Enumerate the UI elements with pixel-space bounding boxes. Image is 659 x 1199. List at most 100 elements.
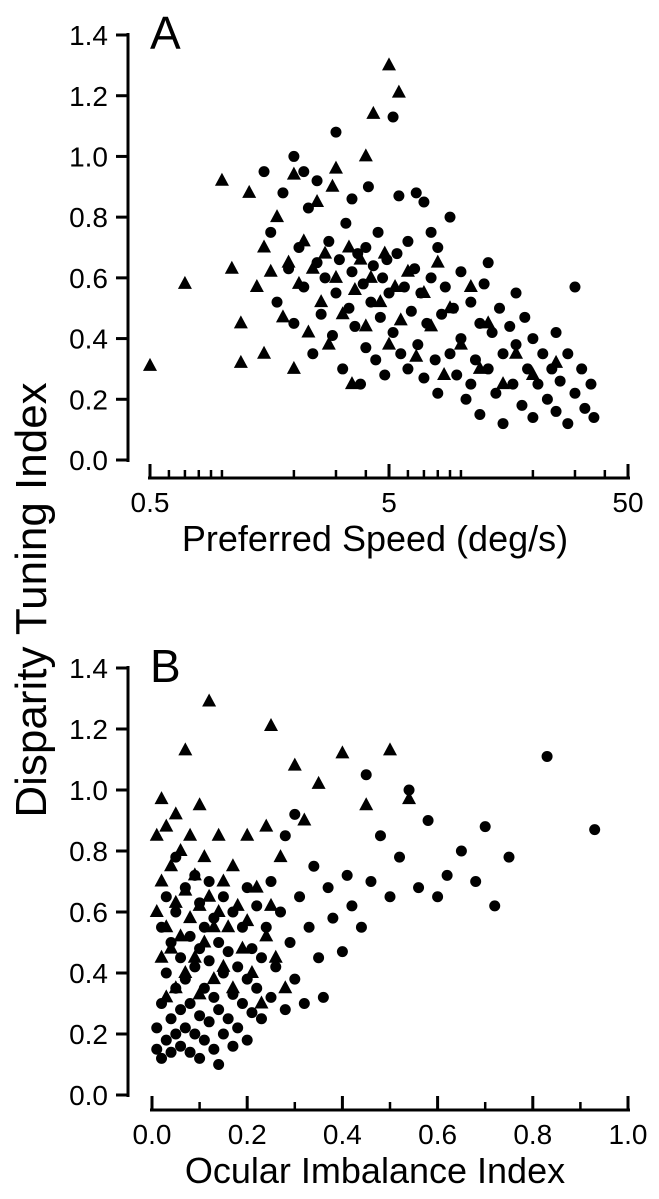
scatter-point-triangle bbox=[177, 275, 192, 289]
scatter-point-circle bbox=[319, 272, 331, 284]
scatter-point-circle bbox=[494, 302, 506, 314]
scatter-point-circle bbox=[418, 372, 430, 384]
scatter-point-circle bbox=[569, 281, 581, 293]
scatter-point-circle bbox=[579, 402, 591, 414]
scatter-point-circle bbox=[460, 393, 472, 405]
scatter-point-triangle bbox=[216, 873, 231, 887]
scatter-point-triangle bbox=[472, 360, 487, 374]
scatter-point-triangle bbox=[496, 376, 511, 390]
scatter-point-circle bbox=[355, 921, 367, 933]
scatter-point-triangle bbox=[244, 965, 259, 978]
scatter-point-circle bbox=[326, 330, 338, 342]
scatter-point-circle bbox=[532, 378, 544, 390]
scatter-point-circle bbox=[279, 830, 291, 842]
scatter-point-triangle bbox=[197, 934, 212, 948]
scatter-point-circle bbox=[588, 412, 600, 423]
scatter-point-circle bbox=[170, 1028, 182, 1040]
scatter-point-triangle bbox=[159, 818, 174, 832]
scatter-point-triangle bbox=[453, 336, 468, 350]
scatter-point-circle bbox=[213, 937, 225, 948]
scatter-point-circle bbox=[175, 952, 187, 964]
scatter-point-circle bbox=[510, 287, 522, 299]
scatter-point-circle bbox=[541, 750, 553, 762]
scatter-point-circle bbox=[482, 257, 494, 269]
scatter-point-circle bbox=[317, 991, 329, 1003]
scatter-point-triangle bbox=[154, 949, 169, 963]
scatter-point-triangle bbox=[263, 263, 278, 277]
scatter-point-circle bbox=[189, 1028, 201, 1040]
scatter-point-triangle bbox=[192, 986, 207, 1000]
scatter-point-circle bbox=[315, 308, 327, 320]
scatter-point-triangle bbox=[168, 806, 183, 820]
scatter-point-triangle bbox=[240, 913, 255, 927]
scatter-point-circle bbox=[170, 906, 182, 918]
scatter-point-triangle bbox=[214, 172, 229, 186]
scatter-point-triangle bbox=[249, 278, 264, 292]
scatter-point-circle bbox=[537, 348, 549, 360]
scatter-point-circle bbox=[236, 998, 248, 1009]
scatter-point-circle bbox=[405, 305, 417, 317]
scatter-point-triangle bbox=[481, 315, 496, 329]
scatter-point-triangle bbox=[216, 958, 231, 972]
scatter-point-circle bbox=[175, 1040, 187, 1052]
scatter-point-triangle bbox=[509, 345, 524, 359]
scatter-point-circle bbox=[333, 254, 345, 266]
scatter-point-circle bbox=[429, 354, 441, 366]
y-tick-label: 0.8 bbox=[69, 202, 108, 233]
scatter-point-circle bbox=[470, 876, 482, 887]
scatter-point-triangle bbox=[286, 360, 301, 374]
scatter-point-circle bbox=[362, 181, 374, 193]
scatter-point-triangle bbox=[273, 849, 288, 863]
scatter-point-triangle bbox=[278, 980, 293, 994]
scatter-point-triangle bbox=[173, 843, 188, 856]
scatter-point-circle bbox=[346, 266, 358, 278]
scatter-point-circle bbox=[393, 190, 405, 202]
scatter-point-triangle bbox=[275, 309, 290, 323]
scatter-point-circle bbox=[303, 921, 315, 933]
scatter-point-triangle bbox=[310, 193, 325, 207]
scatter-point-triangle bbox=[377, 245, 392, 259]
scatter-point-circle bbox=[227, 1040, 239, 1052]
scatter-point-circle bbox=[444, 348, 456, 360]
scatter-point-circle bbox=[507, 378, 519, 390]
scatter-point-circle bbox=[402, 235, 414, 247]
scatter-point-triangle bbox=[437, 367, 452, 380]
scatter-point-circle bbox=[432, 387, 444, 399]
x-tick-label: 0.6 bbox=[418, 1119, 457, 1150]
scatter-point-triangle bbox=[257, 345, 272, 359]
x-tick-label: 0.8 bbox=[513, 1119, 552, 1150]
scatter-point-circle bbox=[489, 900, 501, 912]
scatter-point-triangle bbox=[328, 160, 343, 174]
scatter-point-circle bbox=[394, 851, 406, 863]
scatter-point-circle bbox=[439, 281, 451, 293]
scatter-point-circle bbox=[418, 196, 430, 208]
scatter-point-circle bbox=[160, 967, 172, 979]
scatter-point-triangle bbox=[192, 897, 207, 911]
scatter-point-circle bbox=[330, 287, 342, 299]
scatter-point-triangle bbox=[287, 757, 302, 771]
scatter-point-triangle bbox=[341, 239, 356, 253]
scatter-point-circle bbox=[360, 342, 372, 354]
scatter-point-triangle bbox=[225, 980, 240, 994]
scatter-point-circle bbox=[271, 296, 283, 308]
scatter-point-circle bbox=[179, 1022, 191, 1034]
scatter-point-circle bbox=[313, 952, 325, 964]
scatter-point-circle bbox=[208, 1043, 220, 1055]
scatter-point-triangle bbox=[197, 849, 212, 863]
scatter-point-triangle bbox=[202, 693, 217, 707]
y-tick-label: 1.2 bbox=[69, 81, 108, 112]
scatter-point-circle bbox=[413, 882, 425, 894]
panel-a-x-axis-title: Preferred Speed (deg/s) bbox=[181, 518, 569, 559]
scatter-point-triangle bbox=[388, 278, 403, 292]
scatter-point-circle bbox=[550, 327, 562, 338]
scatter-point-triangle bbox=[173, 928, 188, 942]
scatter-point-triangle bbox=[400, 263, 415, 277]
scatter-point-circle bbox=[208, 991, 220, 1003]
scatter-point-triangle bbox=[168, 980, 183, 994]
scatter-point-triangle bbox=[314, 294, 329, 308]
scatter-point-circle bbox=[374, 311, 386, 323]
scatter-point-circle bbox=[232, 961, 244, 973]
scatter-point-circle bbox=[527, 412, 539, 423]
scatter-point-circle bbox=[222, 946, 234, 958]
scatter-point-circle bbox=[241, 1034, 253, 1046]
